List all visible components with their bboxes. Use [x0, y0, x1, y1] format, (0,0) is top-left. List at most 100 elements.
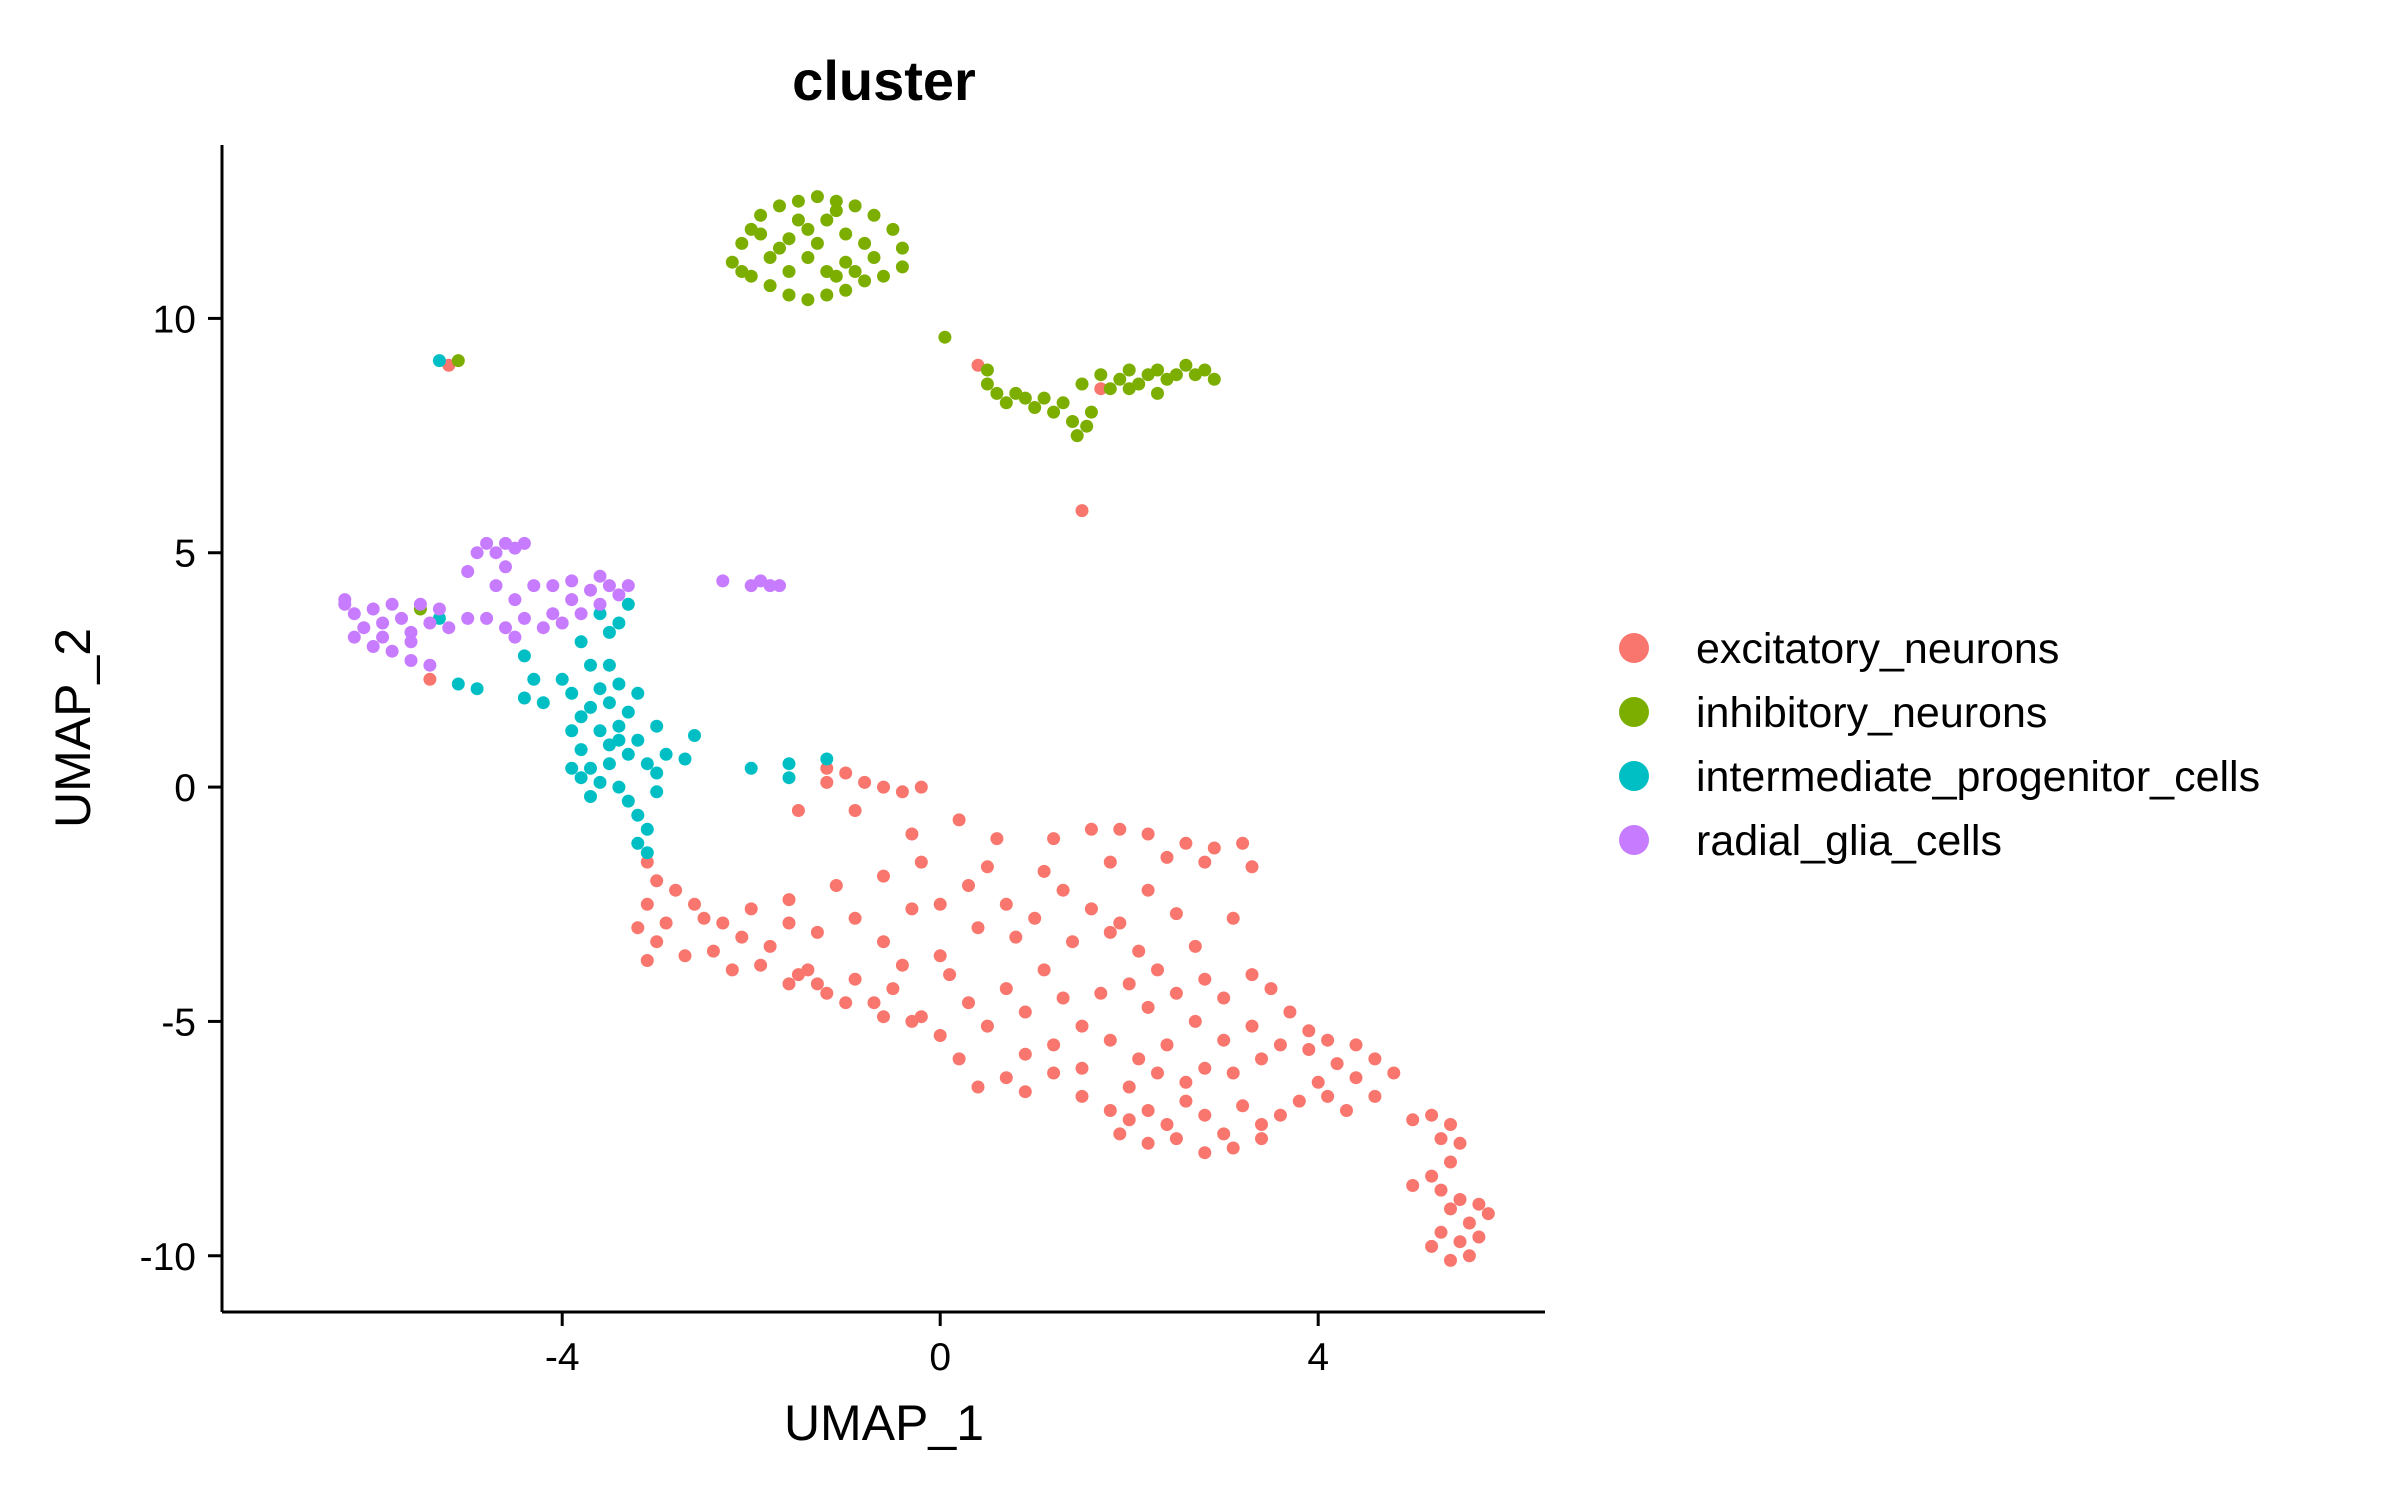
- point-intermediate_progenitor_cells-22: [574, 743, 588, 757]
- point-intermediate_progenitor_cells-0: [432, 354, 446, 368]
- point-excitatory_neurons-3: [1075, 504, 1089, 518]
- point-excitatory_neurons-19: [1113, 822, 1127, 836]
- point-excitatory_neurons-51: [962, 879, 975, 892]
- point-excitatory_neurons-124: [1330, 1057, 1344, 1071]
- point-inhibitory_neurons-12: [895, 260, 909, 274]
- point-excitatory_neurons-75: [820, 986, 834, 1000]
- point-excitatory_neurons-125: [1349, 1071, 1363, 1085]
- point-radial_glia_cells-38: [593, 569, 607, 583]
- point-excitatory_neurons-113: [1122, 1080, 1136, 1094]
- point-excitatory_neurons-158: [1425, 1108, 1439, 1122]
- point-excitatory_neurons-162: [1444, 1155, 1457, 1169]
- point-inhibitory_neurons-46: [999, 396, 1013, 410]
- point-radial_glia_cells-51: [508, 630, 522, 644]
- x-tick-label: 4: [1307, 1336, 1329, 1379]
- point-inhibitory_neurons-56: [1103, 382, 1117, 396]
- point-radial_glia_cells-27: [489, 579, 503, 593]
- point-excitatory_neurons-171: [1434, 1225, 1448, 1239]
- point-intermediate_progenitor_cells-38: [621, 705, 635, 719]
- point-excitatory_neurons-27: [1103, 855, 1117, 869]
- point-radial_glia_cells-11: [442, 621, 456, 635]
- legend-key-radial_glia_cells: [1619, 825, 1649, 855]
- point-excitatory_neurons-11: [914, 780, 928, 794]
- point-excitatory_neurons-61: [1103, 925, 1117, 939]
- point-radial_glia_cells-42: [584, 583, 597, 597]
- point-excitatory_neurons-149: [905, 1014, 919, 1028]
- point-excitatory_neurons-5: [820, 761, 834, 775]
- point-excitatory_neurons-139: [1122, 1113, 1136, 1127]
- point-inhibitory_neurons-49: [1047, 405, 1061, 419]
- point-intermediate_progenitor_cells-19: [659, 747, 673, 761]
- point-excitatory_neurons-120: [1255, 1118, 1268, 1131]
- point-excitatory_neurons-4: [423, 672, 437, 686]
- point-intermediate_progenitor_cells-44: [574, 771, 588, 785]
- point-excitatory_neurons-114: [1141, 1104, 1155, 1117]
- point-intermediate_progenitor_cells-21: [688, 729, 701, 742]
- point-inhibitory_neurons-26: [839, 227, 853, 241]
- point-excitatory_neurons-144: [1226, 1141, 1240, 1155]
- point-intermediate_progenitor_cells-28: [631, 808, 645, 822]
- point-radial_glia_cells-52: [546, 607, 560, 621]
- point-excitatory_neurons-89: [1122, 977, 1136, 991]
- point-excitatory_neurons-6: [820, 775, 834, 789]
- point-excitatory_neurons-131: [1321, 1033, 1335, 1047]
- point-intermediate_progenitor_cells-41: [612, 616, 626, 630]
- point-intermediate_progenitor_cells-54: [565, 724, 579, 738]
- y-tick-label: -5: [161, 1001, 196, 1044]
- legend-label-inhibitory_neurons: inhibitory_neurons: [1696, 689, 2047, 737]
- point-intermediate_progenitor_cells-48: [782, 757, 796, 771]
- point-excitatory_neurons-62: [1132, 944, 1146, 958]
- point-excitatory_neurons-97: [1302, 1024, 1316, 1038]
- point-excitatory_neurons-115: [1160, 1118, 1174, 1131]
- point-intermediate_progenitor_cells-5: [517, 649, 531, 663]
- point-excitatory_neurons-12: [791, 804, 805, 817]
- point-intermediate_progenitor_cells-9: [565, 686, 579, 700]
- point-excitatory_neurons-90: [1141, 1000, 1155, 1014]
- point-radial_glia_cells-31: [517, 611, 531, 625]
- point-radial_glia_cells-25: [517, 536, 531, 550]
- point-inhibitory_neurons-5: [791, 194, 805, 208]
- point-intermediate_progenitor_cells-47: [744, 761, 758, 775]
- point-excitatory_neurons-82: [980, 1019, 994, 1033]
- point-inhibitory_neurons-3: [754, 208, 768, 222]
- point-excitatory_neurons-10: [895, 785, 909, 799]
- point-excitatory_neurons-81: [962, 996, 975, 1010]
- point-excitatory_neurons-145: [1255, 1132, 1268, 1146]
- point-excitatory_neurons-60: [1066, 935, 1079, 949]
- point-radial_glia_cells-12: [347, 630, 361, 644]
- point-inhibitory_neurons-22: [763, 251, 777, 264]
- point-intermediate_progenitor_cells-43: [631, 686, 645, 700]
- point-radial_glia_cells-50: [376, 630, 390, 644]
- point-excitatory_neurons-147: [952, 1052, 966, 1066]
- point-excitatory_neurons-14: [952, 813, 966, 827]
- point-excitatory_neurons-105: [1075, 1061, 1089, 1075]
- point-excitatory_neurons-34: [744, 902, 758, 916]
- legend-label-radial_glia_cells: radial_glia_cells: [1696, 817, 2002, 865]
- point-excitatory_neurons-9: [877, 780, 890, 794]
- point-inhibitory_neurons-61: [1151, 363, 1164, 377]
- point-inhibitory_neurons-55: [1094, 368, 1108, 382]
- point-inhibitory_neurons-63: [1169, 368, 1183, 382]
- point-excitatory_neurons-32: [829, 879, 843, 892]
- point-radial_glia_cells-32: [536, 621, 550, 635]
- point-excitatory_neurons-92: [1198, 972, 1212, 986]
- point-inhibitory_neurons-58: [1122, 363, 1136, 377]
- point-radial_glia_cells-44: [716, 574, 730, 588]
- point-excitatory_neurons-98: [1273, 1038, 1287, 1052]
- point-inhibitory_neurons-42: [451, 354, 465, 368]
- point-excitatory_neurons-77: [867, 996, 881, 1010]
- point-excitatory_neurons-30: [914, 855, 928, 869]
- point-inhibitory_neurons-71: [1037, 391, 1051, 405]
- point-intermediate_progenitor_cells-45: [565, 761, 579, 775]
- point-intermediate_progenitor_cells-36: [602, 696, 616, 710]
- point-excitatory_neurons-29: [980, 860, 994, 874]
- point-intermediate_progenitor_cells-12: [593, 724, 607, 738]
- point-excitatory_neurons-100: [1217, 1033, 1231, 1047]
- point-excitatory_neurons-154: [895, 958, 909, 972]
- point-excitatory_neurons-137: [1179, 1075, 1193, 1089]
- point-inhibitory_neurons-0: [725, 255, 739, 269]
- point-excitatory_neurons-57: [1141, 883, 1155, 897]
- point-excitatory_neurons-138: [1151, 1066, 1164, 1080]
- point-excitatory_neurons-159: [1444, 1118, 1457, 1131]
- chart-title: cluster: [792, 49, 976, 112]
